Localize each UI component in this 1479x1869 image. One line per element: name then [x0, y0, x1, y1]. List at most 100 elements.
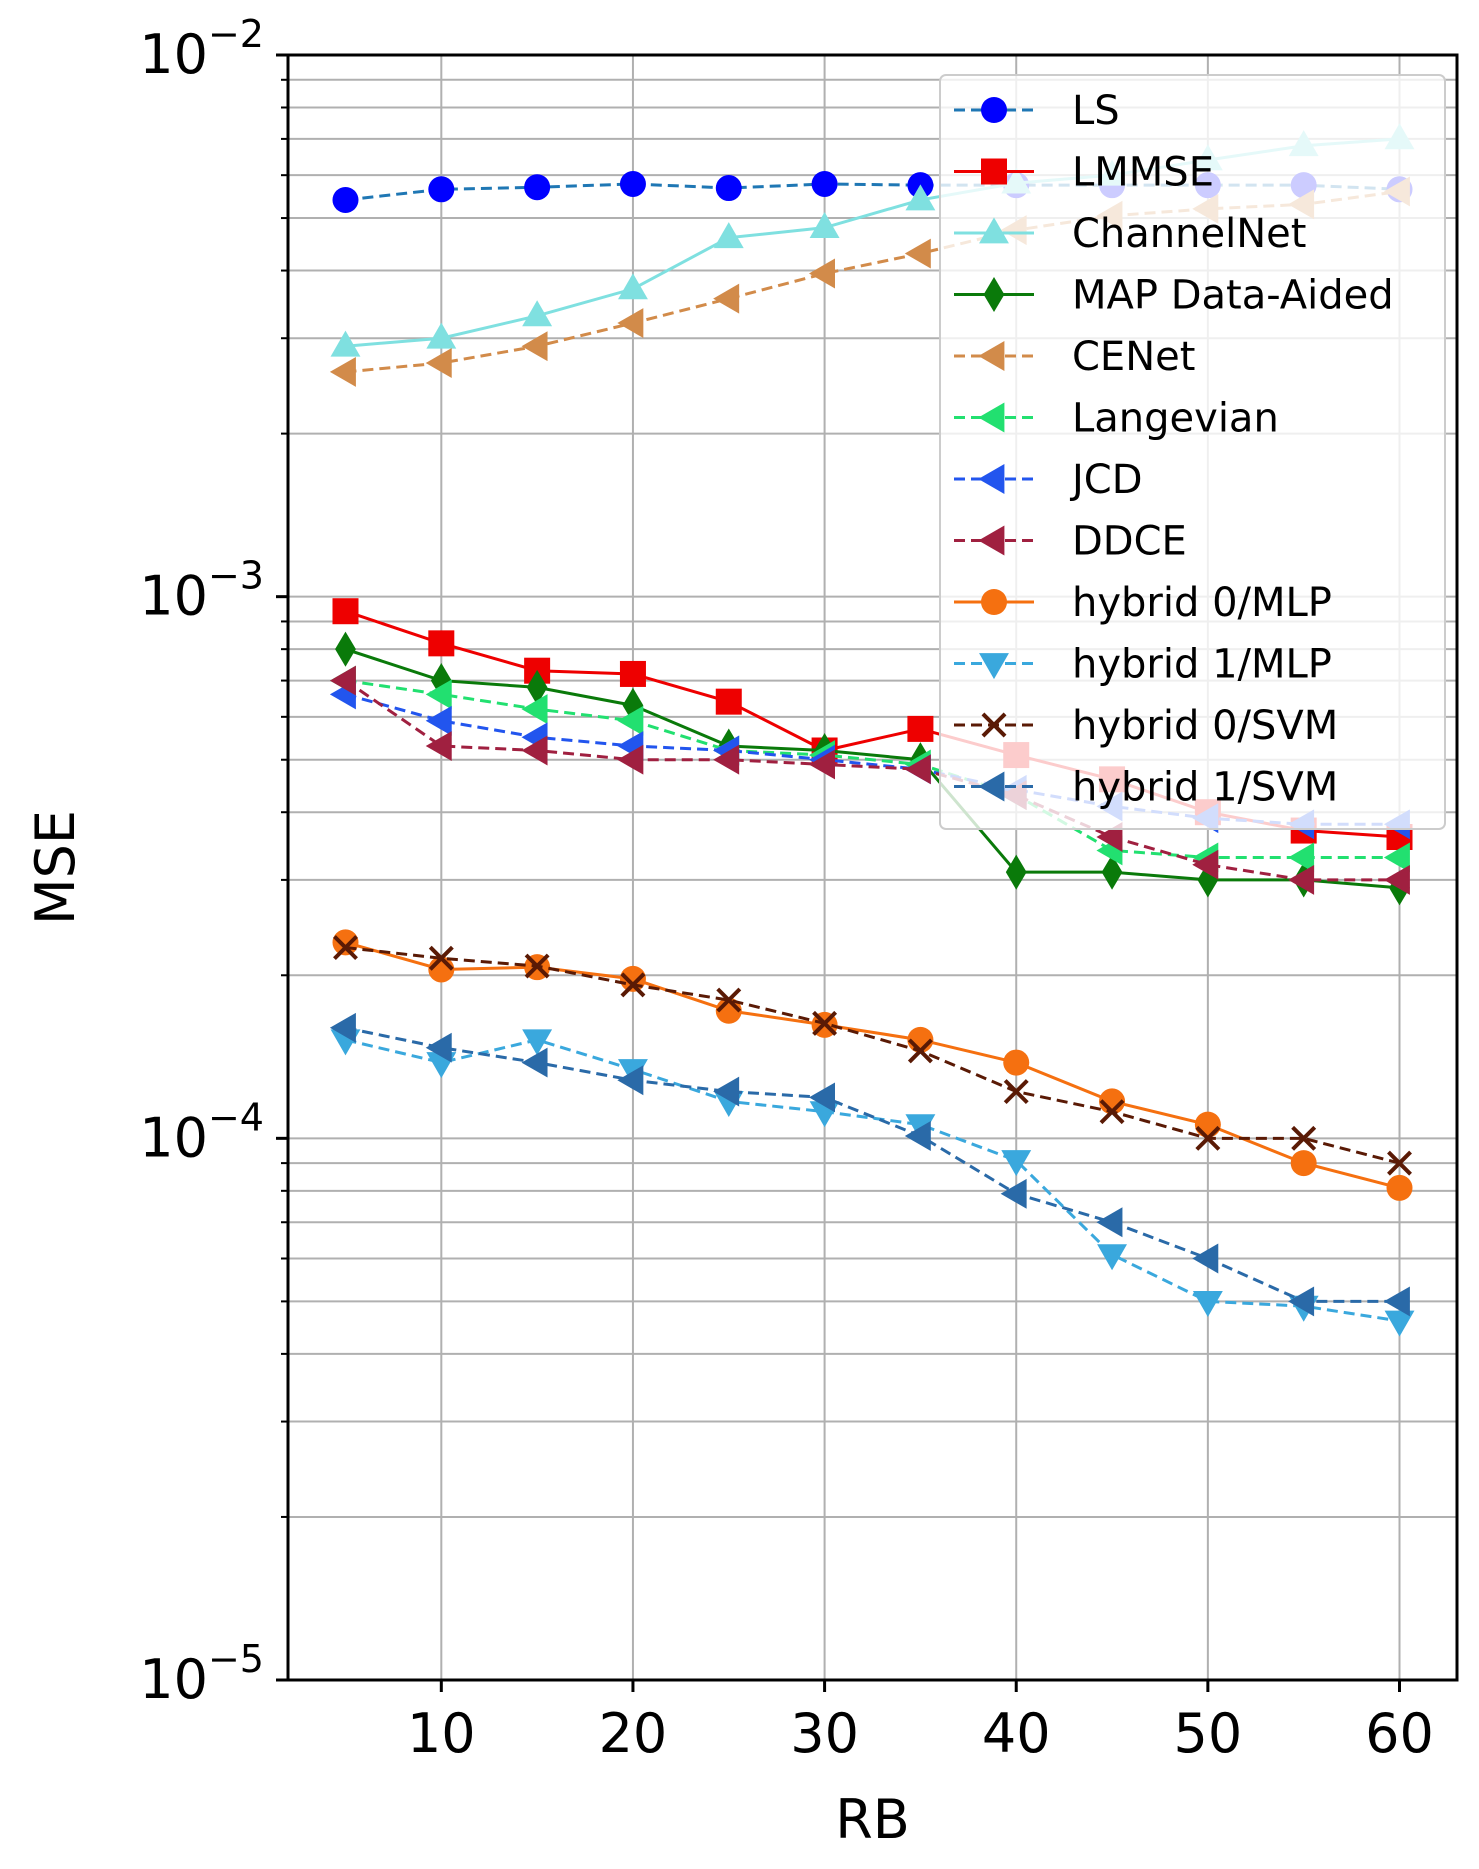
x-axis-label: RB: [835, 1788, 910, 1851]
data-point: [811, 170, 838, 197]
legend-label: hybrid 1/SVM: [1072, 765, 1338, 811]
legend: LS LMMSE ChannelNet MAP Data-Aided CENet Lang…: [939, 74, 1446, 830]
data-point: [428, 630, 455, 657]
data-point: [1001, 1150, 1032, 1177]
y-tick-label: 10−2: [139, 12, 264, 86]
legend-marker: [981, 712, 1007, 738]
data-point: [619, 965, 646, 992]
series-line: [345, 647, 1400, 890]
data-point: [713, 744, 740, 775]
data-point: [430, 663, 452, 699]
legend-marker: [978, 402, 1005, 433]
data-point: [329, 665, 356, 696]
legend-marker: [983, 276, 1005, 313]
series-line: [344, 679, 1400, 882]
legend-label: ChannelNet: [1072, 211, 1306, 257]
plot-series: [329, 123, 1415, 1337]
data-point: [904, 1121, 931, 1151]
legend-marker: [981, 97, 1007, 123]
series-hybrid-0-svm: [333, 935, 1412, 1176]
data-point: [524, 953, 550, 979]
data-point: [1194, 1111, 1221, 1138]
data-point: [1101, 854, 1123, 890]
series-line: [345, 189, 1400, 374]
data-point: [809, 212, 840, 239]
data-point: [1383, 864, 1410, 895]
data-point: [522, 1029, 553, 1056]
legend-label: CENet: [1072, 334, 1195, 380]
data-point: [332, 598, 359, 625]
x-tick-label: 60: [1365, 1702, 1434, 1765]
data-point: [1192, 849, 1219, 880]
legend-label: Langevian: [1072, 396, 1279, 442]
data-point: [1195, 1125, 1221, 1151]
y-tick-label: 10−5: [139, 1637, 264, 1711]
data-point: [1192, 1290, 1223, 1317]
legend-marker: [981, 158, 1007, 185]
legend-marker: [978, 525, 1005, 556]
data-point: [524, 174, 551, 201]
data-point: [1096, 1207, 1123, 1238]
data-point: [1003, 1049, 1030, 1076]
x-tick-label: 40: [982, 1702, 1051, 1765]
data-point: [522, 300, 553, 327]
legend-item: MAP Data-Aided: [954, 273, 1394, 319]
legend-marker: [978, 771, 1005, 802]
legend-label: LS: [1072, 88, 1120, 134]
legend-label: MAP Data-Aided: [1072, 273, 1394, 319]
legend-item: hybrid 0/MLP: [954, 580, 1332, 626]
data-point: [617, 705, 644, 736]
legend-marker: [978, 341, 1005, 371]
data-point: [1383, 842, 1410, 873]
legend-label: hybrid 1/MLP: [1072, 642, 1332, 688]
data-point: [617, 1065, 644, 1096]
legend-label: DDCE: [1072, 519, 1187, 565]
data-point: [1097, 1244, 1127, 1271]
series-line: [345, 182, 1400, 202]
legend-marker: [979, 217, 1009, 244]
data-point: [1003, 1079, 1029, 1105]
legend-label: JCD: [1069, 457, 1143, 503]
data-point: [808, 258, 835, 289]
data-point: [907, 715, 934, 742]
legend-item: ChannelNet: [954, 211, 1306, 257]
data-point: [425, 705, 452, 736]
legend-marker: [981, 589, 1007, 615]
series-hybrid-1-svm: [329, 1012, 1410, 1317]
data-point: [617, 744, 644, 775]
x-tick-label: 20: [599, 1702, 668, 1765]
data-point: [713, 1076, 740, 1107]
data-point: [1099, 1099, 1125, 1125]
data-point: [904, 238, 931, 269]
data-point: [425, 731, 452, 761]
data-point: [808, 749, 835, 780]
data-point: [521, 1047, 548, 1078]
data-point: [715, 175, 742, 202]
x-tick-label: 30: [790, 1702, 859, 1765]
data-point: [1290, 1150, 1317, 1177]
legend-label: hybrid 0/MLP: [1072, 580, 1332, 626]
data-point: [1384, 1310, 1415, 1337]
data-point: [1383, 1286, 1410, 1317]
data-point: [330, 330, 361, 357]
data-point: [1387, 1150, 1412, 1176]
data-point: [333, 935, 358, 961]
plot-frame: [286, 53, 1459, 1682]
data-point: [619, 660, 646, 687]
data-point: [1192, 1243, 1219, 1274]
x-tick-label: 50: [1174, 1702, 1243, 1765]
data-point: [1291, 1125, 1317, 1151]
data-point: [713, 222, 744, 249]
data-point: [812, 1010, 838, 1036]
y-tick-label: 10−3: [139, 554, 264, 628]
data-point: [425, 348, 452, 378]
data-point: [428, 176, 455, 203]
data-point: [332, 186, 359, 213]
series-line: [345, 1038, 1400, 1323]
legend-item: hybrid 1/SVM: [954, 765, 1338, 811]
data-point: [335, 631, 356, 667]
data-point: [1000, 1178, 1027, 1209]
legend-item: hybrid 0/SVM: [954, 703, 1338, 749]
y-axis-label: MSE: [24, 810, 87, 925]
